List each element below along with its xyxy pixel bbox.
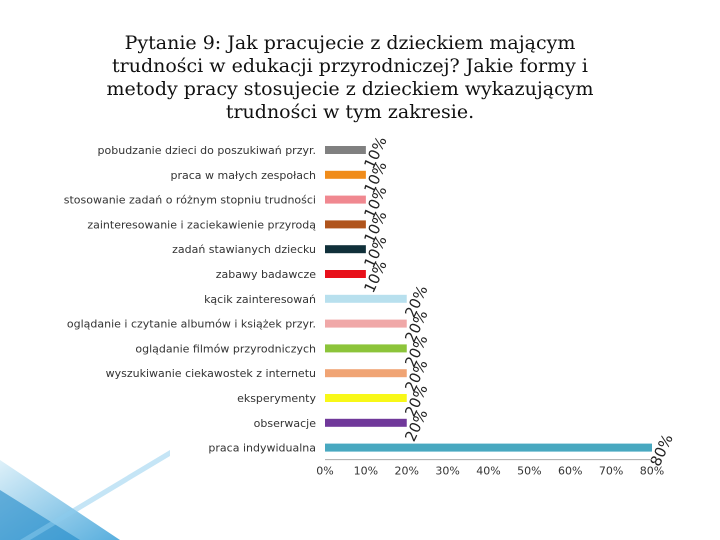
category-label: zadań stawianych dziecku bbox=[172, 243, 316, 256]
bars bbox=[325, 146, 652, 452]
category-label: pobudzanie dzieci do poszukiwań przyr. bbox=[98, 144, 316, 157]
bar bbox=[325, 418, 407, 427]
bar bbox=[325, 146, 366, 154]
bar bbox=[325, 170, 366, 179]
data-labels: 10%10%10%10%10%10%20%20%20%20%20%20%80% bbox=[360, 134, 677, 469]
bar bbox=[325, 294, 407, 303]
x-tick-label: 80% bbox=[640, 465, 664, 478]
x-tick-label: 10% bbox=[354, 465, 378, 478]
category-label: zainteresowanie i zaciekawienie przyrodą bbox=[87, 218, 316, 231]
bar bbox=[325, 344, 407, 353]
bar bbox=[325, 369, 407, 378]
bar bbox=[325, 394, 407, 402]
x-tick-label: 60% bbox=[558, 465, 582, 478]
x-tick-label: 0% bbox=[316, 465, 333, 478]
category-label: zabawy badawcze bbox=[216, 268, 317, 281]
bar bbox=[325, 443, 652, 452]
category-label: obserwacje bbox=[254, 417, 317, 430]
bar bbox=[325, 319, 407, 328]
category-label: praca w małych zespołach bbox=[170, 169, 316, 182]
x-tick-label: 20% bbox=[395, 465, 419, 478]
category-label: wyszukiwanie ciekawostek z internetu bbox=[106, 367, 316, 380]
x-tick-label: 50% bbox=[517, 465, 541, 478]
x-tick-label: 70% bbox=[599, 465, 623, 478]
bar bbox=[325, 270, 366, 278]
decorative-corner-shape bbox=[0, 450, 170, 540]
category-label: oglądanie i czytanie albumów i książek p… bbox=[67, 318, 316, 331]
x-tick-label: 40% bbox=[476, 465, 500, 478]
x-tick-labels: 0% 10% 20% 30% 40% 50% 60% 70% 80% bbox=[316, 465, 664, 478]
category-label: praca indywidualna bbox=[208, 442, 316, 455]
category-label: eksperymenty bbox=[237, 392, 316, 405]
category-label: oglądanie filmów przyrodniczych bbox=[135, 342, 316, 355]
chart-title: Pytanie 9: Jak pracujecie z dzieckiem ma… bbox=[106, 32, 594, 123]
data-label: 80% bbox=[646, 431, 676, 469]
bar bbox=[325, 195, 366, 204]
category-labels: pobudzanie dzieci do poszukiwań przyr. pr… bbox=[64, 144, 317, 455]
category-label: kącik zainteresowań bbox=[204, 293, 316, 306]
category-label: stosowanie zadań o różnym stopniu trudno… bbox=[64, 194, 316, 207]
x-tick-label: 30% bbox=[435, 465, 459, 478]
bar bbox=[325, 220, 366, 229]
bar bbox=[325, 245, 366, 254]
